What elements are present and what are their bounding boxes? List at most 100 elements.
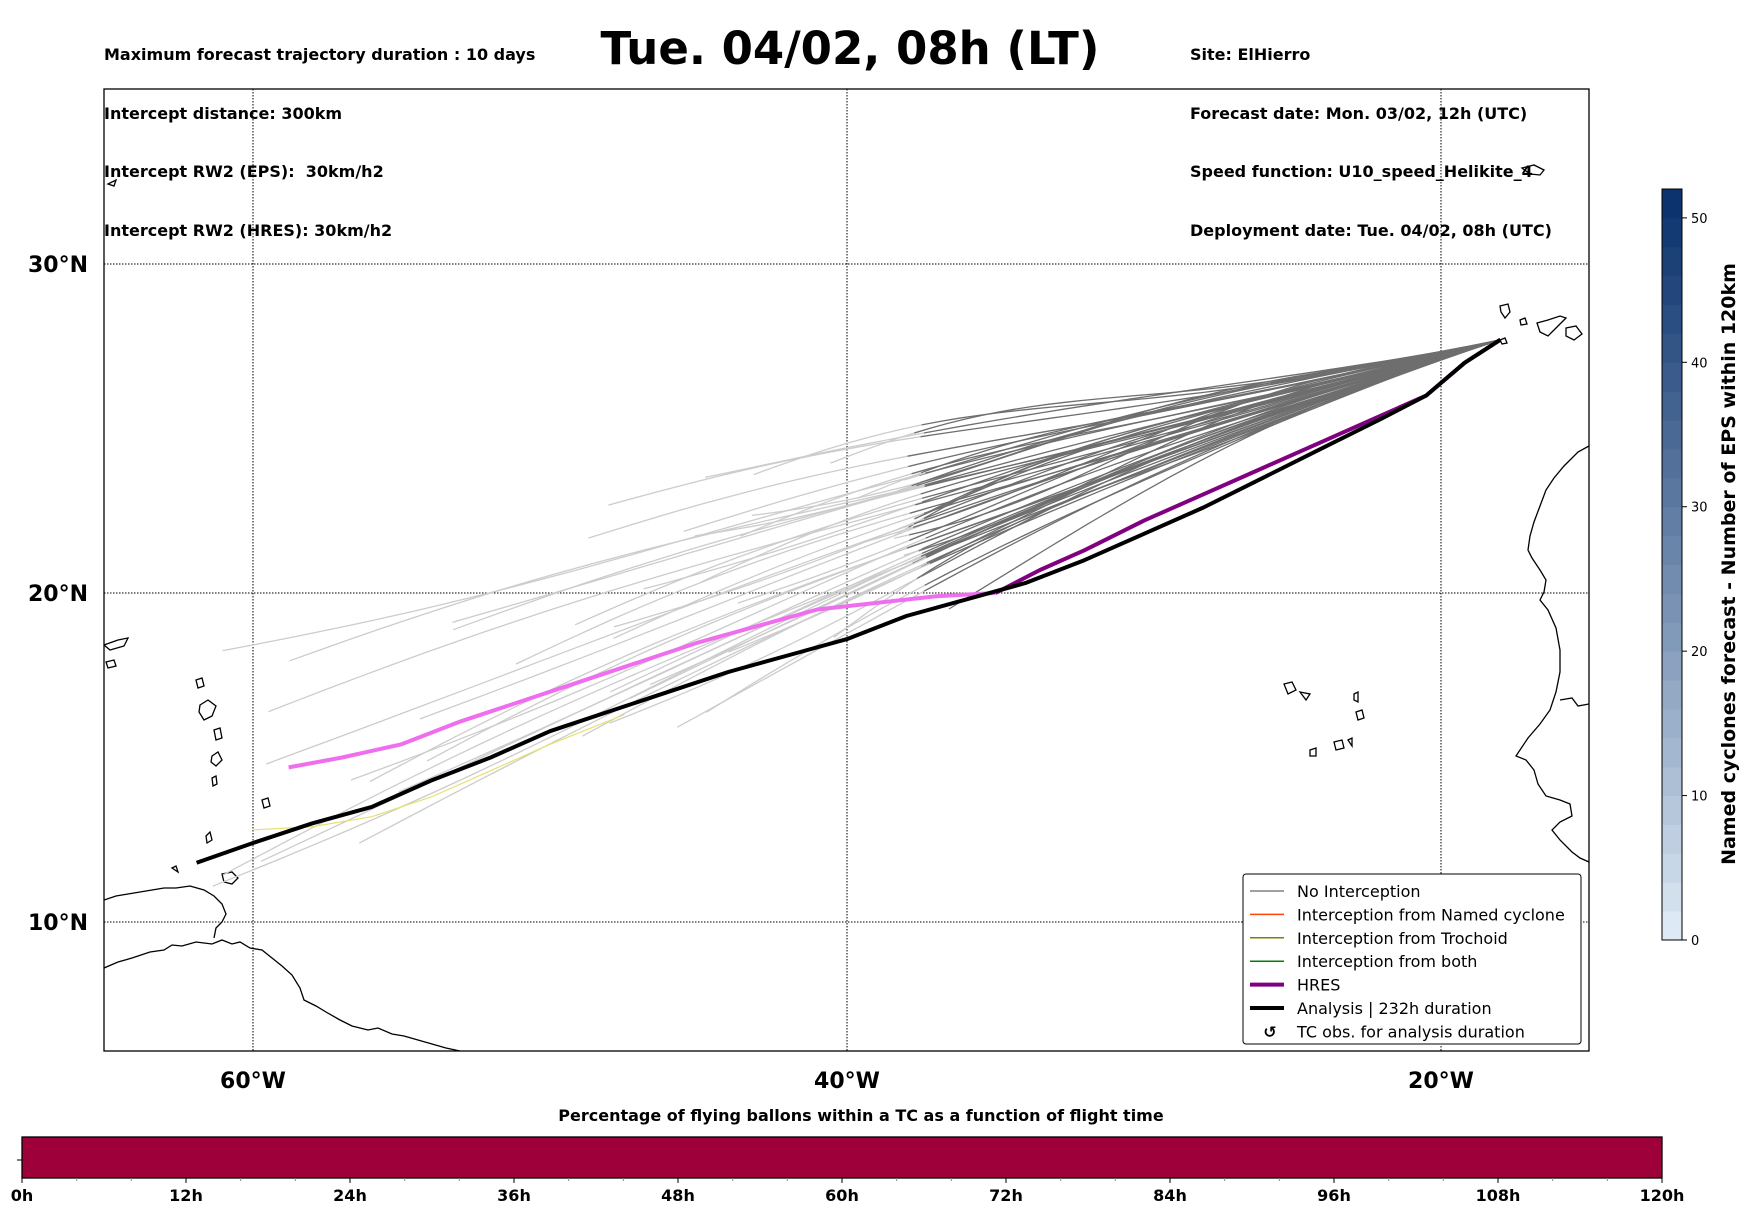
flight-bar-title: Percentage of flying ballons within a TC… <box>558 1106 1164 1125</box>
eps-track-far <box>369 537 936 783</box>
eps-track-far <box>830 427 932 464</box>
coast-guadeloupe <box>198 699 217 721</box>
colorbar-segment <box>1662 275 1682 306</box>
coast-africa <box>1515 445 1589 863</box>
eps-track-far <box>289 484 926 662</box>
intercept-distance-text: Intercept distance: 300km <box>104 103 343 123</box>
header-right-info: Site: ElHierro Forecast date: Mon. 03/02… <box>1190 6 1552 260</box>
coast-africa-bijagos <box>1559 697 1589 707</box>
eps-track-far <box>266 523 915 765</box>
colorbar-segment <box>1662 420 1682 450</box>
legend-label: Interception from both <box>1297 952 1477 971</box>
colorbar-segment <box>1662 246 1682 277</box>
colorbar-tick-label: 40 <box>1691 356 1708 371</box>
eps-track-near <box>926 339 1501 564</box>
lat-tick-label: 10°N <box>28 911 88 936</box>
eps-track-far <box>515 505 935 665</box>
flight-tick-label: 36h <box>497 1186 531 1205</box>
eps-track-near <box>924 339 1501 586</box>
eps-track-near <box>918 339 1501 552</box>
eps-track-far <box>683 460 929 533</box>
map-frame <box>103 88 1590 1052</box>
coast-pr <box>104 637 130 651</box>
coast-lanzarote <box>1520 164 1546 176</box>
lat-tick-label: 30°N <box>28 253 88 278</box>
hres-track <box>994 338 1502 595</box>
eps-track-far <box>588 451 931 539</box>
colorbar-segment <box>1662 708 1682 739</box>
eps-track-far <box>212 555 922 887</box>
colorbar-segment <box>1662 477 1682 508</box>
legend: No Interception Interception from Named c… <box>1242 873 1582 1045</box>
coast-martinique <box>210 751 223 767</box>
eps-track-far <box>737 531 929 604</box>
coast-vi <box>105 659 117 669</box>
legend-item: HRES <box>1250 976 1340 995</box>
coastlines <box>104 164 1589 1051</box>
coast-tobago <box>170 865 180 874</box>
coast-cape-verde-3 <box>1353 690 1359 704</box>
legend-label: Analysis | 232h duration <box>1297 999 1492 1018</box>
eps-track-far <box>643 501 923 590</box>
speed-function-text: Speed function: U10_speed_Helikite_4 <box>1190 162 1533 181</box>
eps-track-near <box>915 339 1501 506</box>
colorbar-tick-label: 20 <box>1691 645 1708 660</box>
colorbar-segment <box>1662 766 1682 797</box>
coast-cape-verde-1 <box>1283 681 1297 695</box>
eps-track-far <box>268 504 916 713</box>
colorbar-tick-label: 10 <box>1691 790 1708 805</box>
eps-track-near <box>914 339 1501 434</box>
flight-tick-label: 120h <box>1640 1186 1685 1205</box>
flight-tick-label: 72h <box>989 1186 1023 1205</box>
coast-cape-verde-6 <box>1309 747 1317 757</box>
eps-track-far <box>676 590 925 728</box>
eps-track-near <box>912 339 1501 529</box>
eps-track-far <box>419 520 934 720</box>
eps-track-far <box>753 424 922 476</box>
flight-tick-label: 24h <box>333 1186 367 1205</box>
eps-track-far <box>649 556 927 686</box>
colorbar-frame <box>1661 188 1683 941</box>
flight-tick-label: 60h <box>825 1186 859 1205</box>
eps-track-far <box>222 555 926 876</box>
page-title: Tue. 04/02, 08h (LT) <box>0 22 1700 75</box>
eps-track-far <box>398 552 923 793</box>
coast-cape-verde-7 <box>1347 736 1353 749</box>
colorbar-segment <box>1662 882 1682 912</box>
eps-track-near <box>921 339 1501 568</box>
coast-cape-verde-4 <box>1355 709 1365 721</box>
flight-tick-label: 0h <box>11 1186 34 1205</box>
eps-track-far <box>426 546 911 762</box>
eps-track-near <box>929 339 1501 565</box>
colorbar-segment <box>1662 737 1682 768</box>
trochoid-track <box>252 714 625 831</box>
flight-tick-label: 84h <box>1153 1186 1187 1205</box>
coast-trinidad <box>221 871 239 885</box>
eps-tracks <box>212 339 1501 887</box>
map-area <box>104 89 1589 1051</box>
longitude-tick-labels: 60°W 40°W 20°W <box>220 1069 1474 1094</box>
coast-dominica <box>213 727 223 741</box>
colorbar-segment <box>1662 333 1682 363</box>
latitude-tick-labels: 30°N 20°N 10°N <box>28 253 88 936</box>
legend-label: TC obs. for analysis duration <box>1296 1022 1525 1041</box>
analysis-track <box>195 338 1502 865</box>
coast-tenerife <box>1536 315 1568 337</box>
tc-obs-icon: ↺ <box>1263 1022 1276 1041</box>
colorbar-segment <box>1662 564 1682 594</box>
forecast-date-text: Forecast date: Mon. 03/02, 12h (UTC) <box>1190 103 1528 123</box>
colorbar-segment <box>1662 622 1682 652</box>
coast-antigua <box>195 677 205 689</box>
eps-track-far <box>222 472 926 652</box>
colorbar-segment <box>1662 853 1682 883</box>
colorbar-segment <box>1662 911 1682 941</box>
eps-track-far <box>574 497 923 626</box>
coast-cape-verde-2 <box>1298 691 1312 702</box>
flight-time-bar <box>21 1136 1663 1179</box>
flight-tick-label: 96h <box>1317 1186 1351 1205</box>
coast-stlucia <box>211 775 218 787</box>
eps-track-near <box>916 339 1501 580</box>
deployment-date-text: Deployment date: Tue. 04/02, 08h (UTC) <box>1190 220 1552 240</box>
legend-item: Interception from both <box>1250 952 1477 971</box>
flight-tick-label: 12h <box>169 1186 203 1205</box>
